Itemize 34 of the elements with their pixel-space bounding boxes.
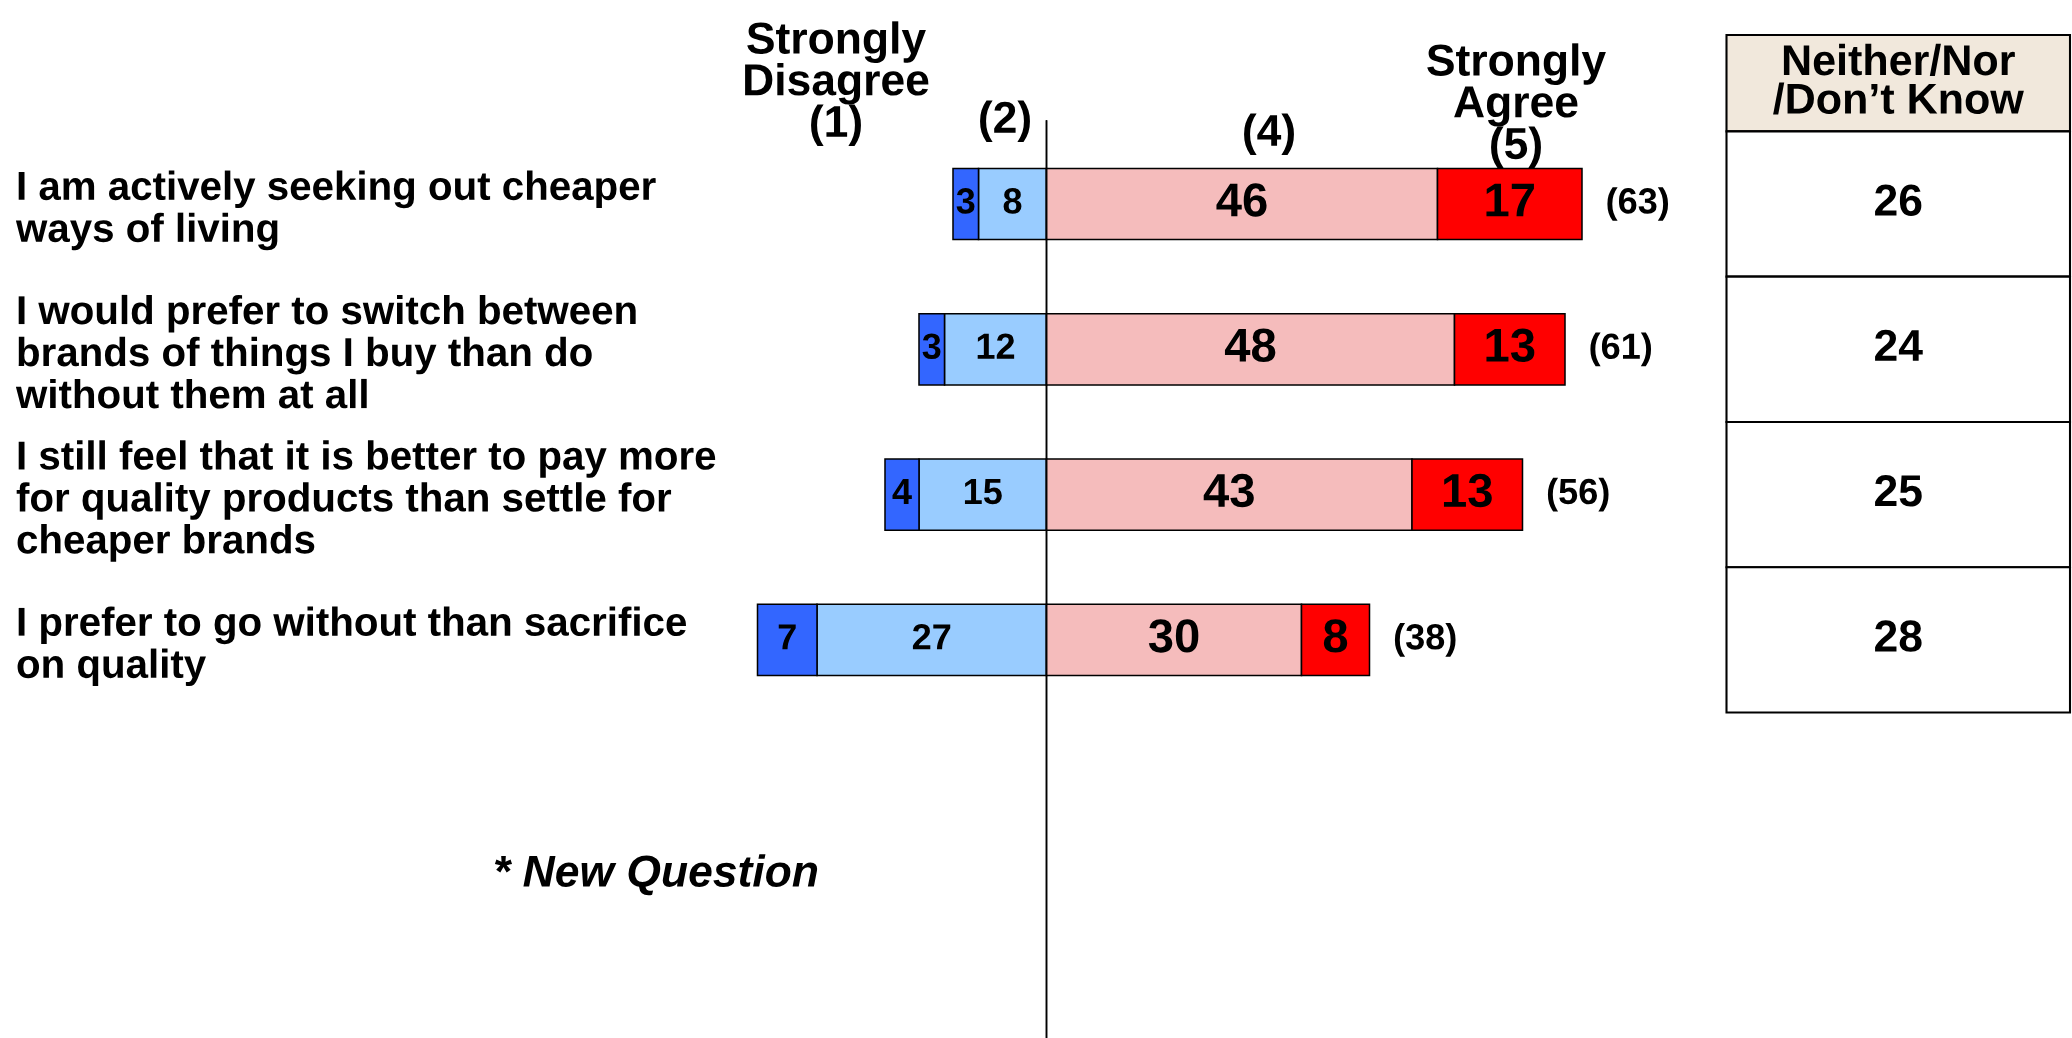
data-label: 30 — [1148, 619, 1199, 653]
text: * New Question — [494, 854, 818, 896]
data-label: 15 — [964, 479, 1002, 505]
data-label: 26 — [1875, 184, 1922, 216]
data-label: 43 — [1203, 473, 1254, 508]
data-label: 17 — [1486, 183, 1534, 217]
data-label: 8 — [1003, 188, 1022, 214]
y-tick-label: I still feel that it is better to pay more for quality products than settle for cheaper brands — [16, 440, 716, 562]
text: Neither/Nor /Don’t Know — [1773, 43, 2024, 115]
total-label: (56) — [1547, 477, 1609, 512]
data-label: 8 — [1323, 619, 1348, 653]
data-label: 13 — [1486, 328, 1535, 363]
data-label: 48 — [1224, 328, 1276, 362]
data-label: 4 — [892, 479, 912, 504]
data-label: 28 — [1875, 620, 1922, 652]
y-tick-label: I am actively seeking out cheaper ways of living — [15, 170, 656, 251]
data-label: 7 — [778, 624, 796, 650]
y-tick-label: I prefer to go without than sacrifice on quality — [17, 606, 686, 687]
data-label: 3 — [956, 188, 975, 214]
series-label: (2) — [980, 100, 1030, 142]
total-label: (38) — [1394, 623, 1456, 657]
series-label: Strongly Agree (5) — [1427, 43, 1606, 168]
series-label: Strongly Disagree (1) — [745, 21, 929, 146]
data-label: 24 — [1875, 329, 1923, 361]
total-label: (63) — [1607, 187, 1669, 221]
y-tick-label: I would prefer to switch between brands of things I buy than do without them at all — [15, 294, 636, 409]
data-label: 12 — [977, 333, 1015, 359]
data-label: 25 — [1875, 475, 1922, 507]
data-label: 13 — [1443, 473, 1492, 508]
data-label: 27 — [912, 624, 951, 650]
total-label: (61) — [1590, 332, 1652, 367]
data-label: 3 — [922, 333, 941, 360]
data-label: 46 — [1216, 183, 1267, 217]
series-label: (4) — [1244, 113, 1294, 155]
